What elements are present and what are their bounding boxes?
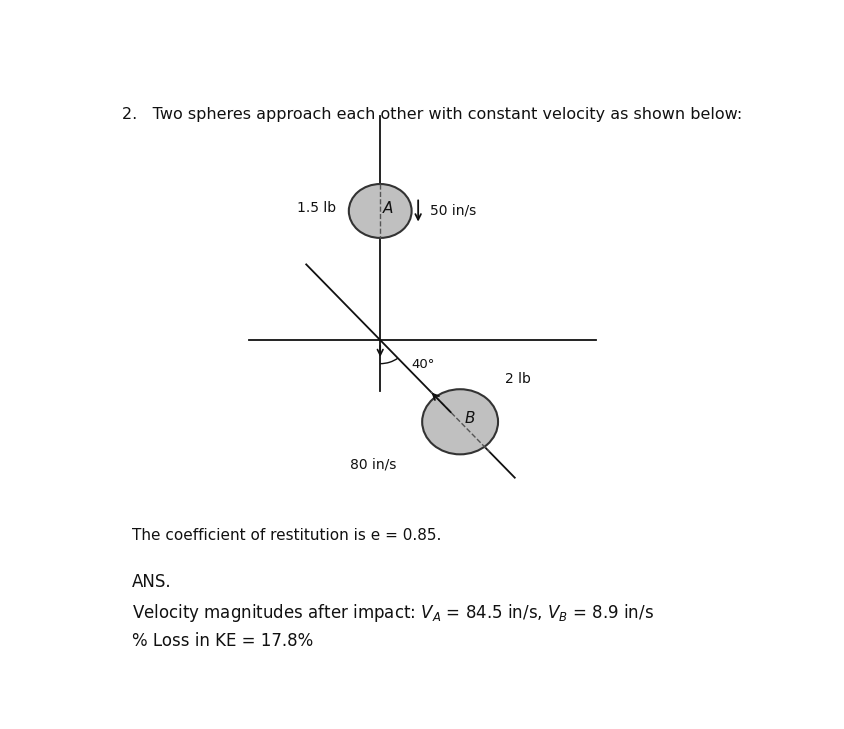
Text: B: B — [465, 411, 475, 426]
Text: % Loss in KE = 17.8%: % Loss in KE = 17.8% — [132, 632, 313, 650]
Text: 2.   Two spheres approach each other with constant velocity as shown below:: 2. Two spheres approach each other with … — [122, 107, 743, 122]
Text: The coefficient of restitution is e = 0.85.: The coefficient of restitution is e = 0.… — [132, 528, 441, 543]
Text: A: A — [383, 200, 393, 216]
Text: 1.5 lb: 1.5 lb — [296, 201, 336, 215]
Text: Velocity magnitudes after impact: $V_A$ = 84.5 in/s, $V_B$ = 8.9 in/s: Velocity magnitudes after impact: $V_A$ … — [132, 602, 653, 624]
Text: 40°: 40° — [412, 358, 435, 371]
Circle shape — [349, 184, 412, 238]
Text: 80 in/s: 80 in/s — [349, 458, 396, 472]
Text: 2 lb: 2 lb — [505, 373, 531, 386]
Text: ANS.: ANS. — [132, 573, 171, 591]
Circle shape — [422, 389, 498, 454]
Text: 50 in/s: 50 in/s — [430, 204, 476, 218]
